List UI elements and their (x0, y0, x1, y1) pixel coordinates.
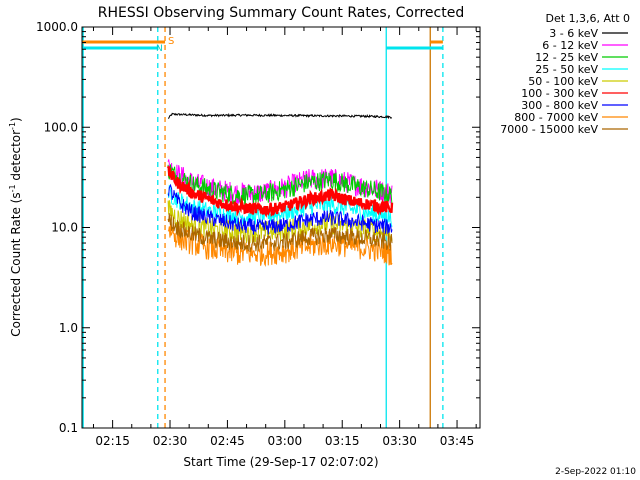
legend-label: 3 - 6 keV (549, 27, 598, 40)
x-tick-label: 03:15 (325, 434, 360, 448)
series-layer (166, 112, 394, 267)
series-line (167, 213, 393, 253)
y-axis-label-mid: detector (9, 130, 23, 185)
x-tick-label: 02:45 (210, 434, 245, 448)
event-lines-layer (82, 27, 444, 428)
legend-label: 50 - 100 keV (528, 75, 598, 88)
series-line (167, 223, 393, 267)
x-tick-label: 03:00 (268, 434, 303, 448)
y-tick-label: 1.0 (59, 321, 78, 335)
legend-title: Det 1,3,6, Att 0 (546, 12, 630, 25)
footer-date: 2-Sep-2022 01:10 (555, 467, 636, 477)
y-axis-label-exp1: -1 (8, 184, 17, 192)
x-tick-label: 02:30 (153, 434, 188, 448)
legend-label: 300 - 800 keV (521, 99, 598, 112)
x-tick-label: 02:15 (95, 434, 130, 448)
series-line (166, 166, 394, 218)
legend-label: 6 - 12 keV (542, 39, 598, 52)
series-line (167, 164, 393, 207)
y-axis-label-exp2: -1 (8, 122, 17, 130)
y-tick-label: 100.0 (44, 120, 78, 134)
legend-label: 12 - 25 keV (535, 51, 598, 64)
n-label: N (156, 44, 163, 54)
legend-label: 800 - 7000 keV (514, 111, 598, 124)
s-label: S (168, 36, 174, 47)
y-axis-label: Corrected Count Rate (s-1 detector-1) (8, 117, 23, 336)
legend-label: 25 - 50 keV (535, 63, 598, 76)
y-tick-label: 10.0 (51, 221, 78, 235)
chart-title: RHESSI Observing Summary Count Rates, Co… (98, 5, 464, 21)
y-tick-label: 1000.0 (36, 20, 78, 34)
x-tick-label: 03:30 (382, 434, 417, 448)
x-tick-label: 03:45 (440, 434, 475, 448)
x-axis-label: Start Time (29-Sep-17 02:07:02) (183, 455, 378, 469)
legend-label: 100 - 300 keV (521, 87, 598, 100)
legend-label: 7000 - 15000 keV (500, 123, 598, 136)
y-axis-label-prefix: Corrected Count Rate (s (9, 192, 23, 336)
y-tick-label: 0.1 (59, 421, 78, 435)
series-line (167, 183, 393, 235)
ticks-layer: 02:15 02:30 02:45 03:00 03:15 03:30 03:45 1000.… (36, 20, 480, 448)
series-line (168, 112, 393, 120)
y-axis-label-suffix: ) (9, 117, 23, 122)
